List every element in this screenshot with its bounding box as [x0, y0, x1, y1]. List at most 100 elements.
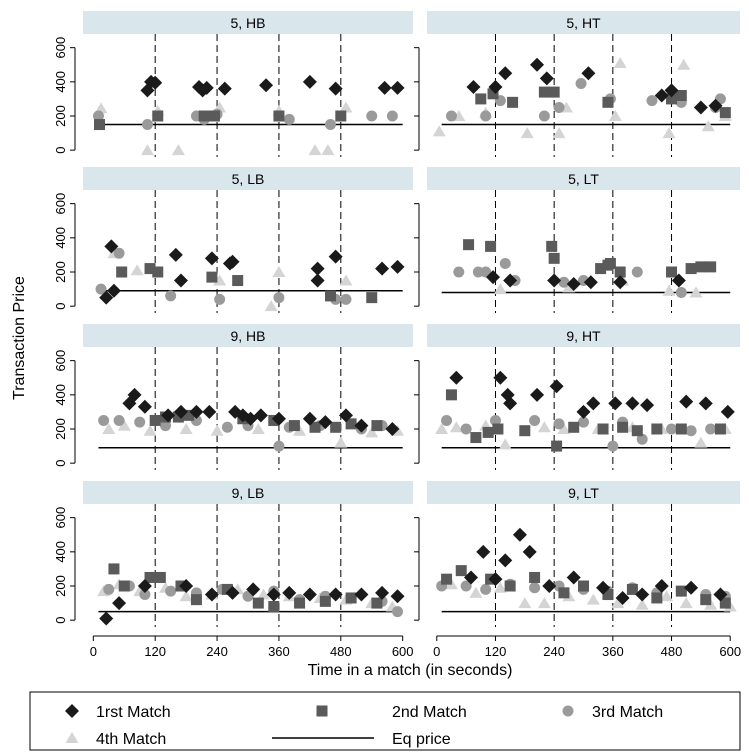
m1-point	[310, 273, 325, 288]
m1-point	[549, 379, 564, 394]
m4-point	[552, 127, 566, 139]
m1-point	[104, 239, 119, 254]
m3-point	[489, 414, 501, 426]
m1-point	[106, 283, 121, 298]
panel-9-lt: 9, LT 0 120 240 360 480 600	[414, 481, 741, 659]
m1-point	[328, 81, 343, 96]
m2-point	[548, 252, 560, 264]
panel-title: 5, LB	[232, 171, 265, 187]
panel-9-lb: 9, LB 0 200 400 600 0 120 240 360 480 600	[53, 481, 414, 659]
m1-point	[225, 585, 240, 600]
legend-label: 3rd Match	[592, 704, 663, 721]
m1-point	[449, 370, 464, 385]
y-axis-title: Transaction Price	[11, 276, 28, 400]
m3-point	[273, 292, 285, 304]
m1-point	[493, 370, 508, 385]
panel-title-strip	[83, 167, 413, 190]
m4-point	[660, 590, 674, 602]
m4-point	[493, 283, 507, 295]
y-tick-label: 0	[53, 617, 68, 624]
legend-swatch-triangle	[65, 732, 79, 743]
m3-point	[441, 414, 453, 426]
m1-point	[148, 75, 163, 90]
m2-point	[198, 110, 210, 122]
m3-point	[445, 110, 457, 122]
m2-point	[294, 597, 306, 609]
m2-point	[268, 601, 280, 612]
m1-point	[266, 587, 281, 602]
m1-point	[679, 394, 694, 409]
m2-point	[631, 425, 643, 437]
y-tick-label: 0	[53, 147, 68, 154]
m4-point	[498, 438, 512, 450]
panel-5-hb: 5, HB 0 200 400 600	[53, 11, 413, 157]
m2-point	[675, 423, 687, 435]
m4-point	[321, 144, 335, 156]
m2-point	[330, 421, 342, 433]
panel-5-ht: 5, HT	[414, 11, 740, 157]
m4-point	[130, 264, 144, 276]
m3-point	[134, 416, 146, 428]
x-tick-label: 0	[90, 644, 97, 659]
m3-point	[366, 110, 378, 122]
y-tick-label: 400	[53, 71, 68, 93]
m2-point	[507, 96, 519, 108]
m1-point	[259, 78, 274, 93]
m1-point	[390, 80, 405, 95]
m3-point	[165, 585, 177, 597]
panel-title: 9, LB	[232, 485, 265, 501]
m1-point	[225, 254, 240, 269]
m1-point	[698, 396, 713, 411]
m1-point	[576, 404, 591, 419]
m4-point	[251, 423, 265, 434]
m2-point	[485, 240, 497, 252]
m1-point	[581, 66, 596, 81]
panel-title-strip	[83, 481, 413, 504]
m4-point	[679, 597, 693, 609]
m3-point	[103, 583, 115, 595]
m2-point	[604, 257, 616, 269]
m4-point	[518, 597, 532, 609]
m2-point	[551, 440, 563, 452]
y-tick-label: 0	[53, 303, 68, 310]
m1-point	[640, 398, 655, 413]
y-tick-label: 200	[53, 418, 68, 440]
m2-point	[455, 565, 467, 577]
m1-point	[486, 270, 501, 285]
m2-point	[695, 261, 707, 273]
m4-point	[171, 144, 185, 156]
m1-point	[613, 275, 628, 290]
m1-point	[246, 582, 261, 597]
m3-point	[283, 113, 295, 125]
m4-point	[469, 586, 483, 598]
m3-point	[273, 440, 285, 452]
m1-point	[189, 404, 204, 419]
m4-point	[493, 581, 507, 593]
m2-point	[595, 263, 607, 275]
m4-point	[694, 436, 708, 448]
m4-point	[435, 423, 449, 434]
m3-point	[386, 110, 398, 122]
m1-point	[466, 79, 481, 94]
m2-point	[309, 421, 321, 433]
m4-point	[557, 423, 571, 434]
m2-point	[597, 423, 609, 435]
m2-point	[183, 409, 195, 421]
m3-point	[705, 423, 717, 435]
m1-point	[271, 411, 286, 426]
m1-point	[625, 396, 640, 411]
legend-item-m3: 3rd Match	[562, 704, 663, 721]
m3-point	[214, 293, 226, 305]
m4-point	[264, 300, 278, 312]
m1-point	[168, 247, 183, 262]
m1-point	[464, 570, 479, 585]
m3-point	[221, 421, 233, 433]
m2-point	[463, 239, 475, 251]
m2-point	[651, 423, 663, 435]
y-tick-label: 400	[53, 384, 68, 406]
m1-point	[99, 290, 114, 305]
x-tick-label: 240	[206, 644, 228, 659]
legend-swatch-circle	[562, 705, 574, 717]
panel-title: 5, HT	[566, 15, 601, 31]
m1-point	[488, 572, 503, 587]
